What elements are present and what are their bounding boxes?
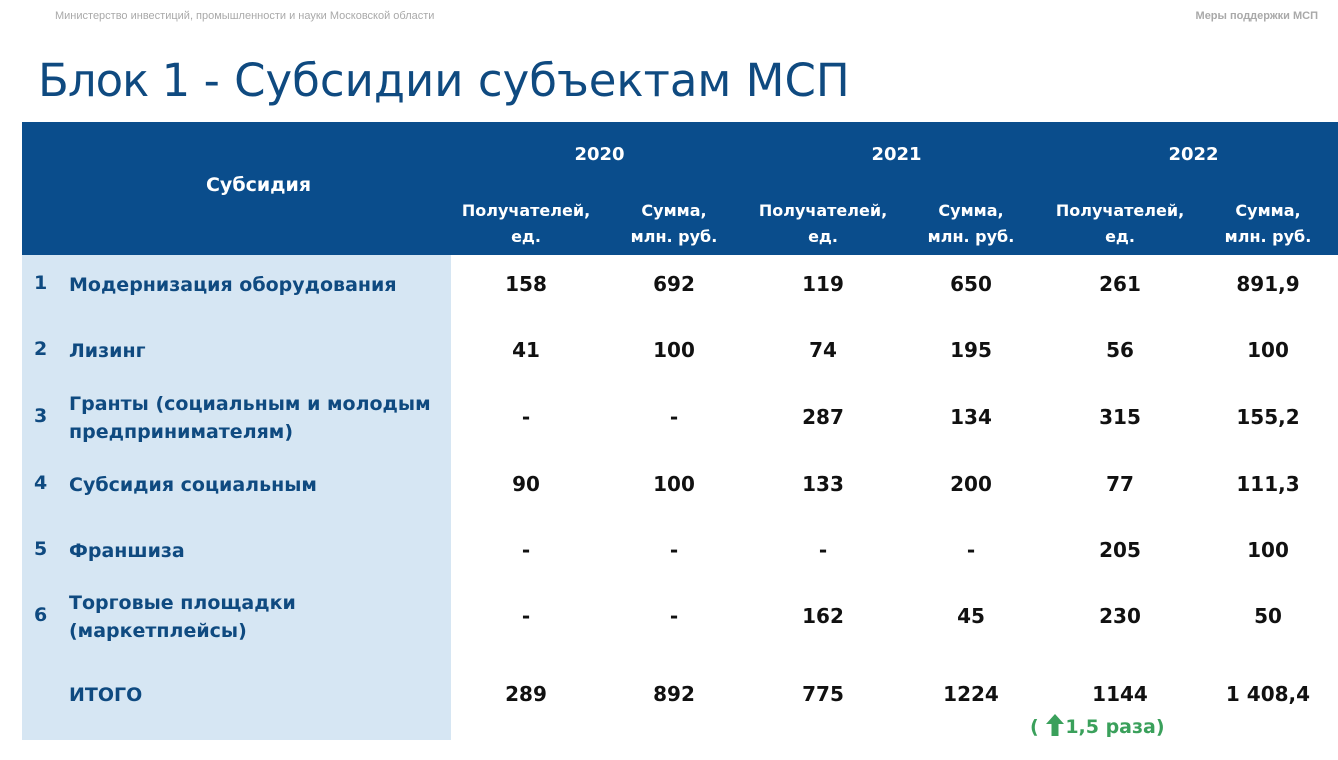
growth-note: ( 1,5 раза) (1030, 713, 1165, 738)
recipients-header-2021: Получателей, ед. (758, 201, 888, 246)
year-header-2021: 2021 (871, 144, 922, 165)
cell-sum-2020: 100 (653, 472, 695, 496)
total-sum-2021: 1224 (943, 682, 999, 706)
cell-recipients-2022: 56 (1106, 338, 1134, 362)
cell-sum-2022: 155,2 (1236, 405, 1300, 429)
cell-recipients-2020: 41 (512, 338, 540, 362)
cell-recipients-2020: - (521, 604, 531, 628)
subsidy-column-header: Субсидия (205, 174, 312, 196)
cell-sum-2020: 100 (653, 338, 695, 362)
total-recipients-2020: 289 (505, 682, 547, 706)
cell-recipients-2020: - (521, 405, 531, 429)
cell-sum-2022: 100 (1247, 538, 1289, 562)
section-label: Меры поддержки МСП (1195, 10, 1318, 22)
growth-text: 1,5 раза) (1065, 716, 1165, 738)
table-header: Субсидия 2020 2021 2022 Получателей, ед. … (22, 122, 1338, 255)
recipients-header-2022: Получателей, ед. (1055, 201, 1185, 246)
cell-recipients-2022: 261 (1099, 272, 1141, 296)
row-name: Гранты (социальным и молодым предпринима… (69, 393, 431, 443)
cell-recipients-2021: 119 (802, 272, 844, 296)
cell-sum-2020: 692 (653, 272, 695, 296)
total-recipients-2021: 775 (802, 682, 844, 706)
cell-recipients-2021: 162 (802, 604, 844, 628)
row-name: Лизинг (69, 340, 146, 362)
cell-recipients-2022: 230 (1099, 604, 1141, 628)
subsidy-names-column (22, 255, 451, 740)
subsidy-table: Субсидия 2020 2021 2022 Получателей, ед. … (22, 122, 1338, 740)
row-name: Субсидия социальным (69, 474, 317, 496)
cell-sum-2021: 45 (957, 604, 985, 628)
cell-sum-2021: 134 (950, 405, 992, 429)
sum-header-2021: Сумма, млн. руб. (927, 201, 1015, 246)
cell-recipients-2021: 133 (802, 472, 844, 496)
growth-open-paren: ( (1030, 716, 1039, 738)
row-number: 3 (34, 405, 48, 427)
row-number: 2 (34, 338, 48, 360)
cell-sum-2021: - (966, 538, 976, 562)
cell-recipients-2022: 205 (1099, 538, 1141, 562)
cell-recipients-2020: 158 (505, 272, 547, 296)
cell-sum-2020: - (669, 604, 679, 628)
sum-header-2022: Сумма, млн. руб. (1224, 201, 1312, 246)
total-sum-2022: 1 408,4 (1225, 682, 1311, 706)
year-header-2022: 2022 (1168, 144, 1219, 165)
row-name: Модернизация оборудования (69, 274, 397, 296)
cell-recipients-2022: 77 (1106, 472, 1134, 496)
recipients-header-2020: Получателей, ед. (461, 201, 591, 246)
page-title: Блок 1 - Субсидии субъектам МСП (38, 54, 850, 107)
sum-header-2020: Сумма, млн. руб. (630, 201, 718, 246)
total-sum-2020: 892 (653, 682, 695, 706)
cell-recipients-2021: 287 (802, 405, 844, 429)
cell-recipients-2020: 90 (512, 472, 540, 496)
cell-sum-2021: 200 (950, 472, 992, 496)
cell-recipients-2020: - (521, 538, 531, 562)
arrow-up-icon (1046, 714, 1065, 736)
cell-recipients-2022: 315 (1099, 405, 1141, 429)
row-number: 5 (34, 538, 48, 560)
cell-sum-2020: - (669, 538, 679, 562)
row-number: 6 (34, 604, 48, 626)
cell-recipients-2021: - (818, 538, 828, 562)
year-header-2020: 2020 (574, 144, 625, 165)
cell-sum-2022: 100 (1247, 338, 1289, 362)
row-number: 1 (34, 272, 48, 294)
page-title-rest: - Субсидии субъектам МСП (189, 54, 850, 107)
cell-sum-2022: 50 (1254, 604, 1282, 628)
total-label: ИТОГО (69, 684, 143, 706)
cell-sum-2022: 111,3 (1236, 472, 1300, 496)
cell-sum-2022: 891,9 (1236, 272, 1300, 296)
cell-sum-2021: 650 (950, 272, 992, 296)
cell-sum-2021: 195 (950, 338, 992, 362)
cell-recipients-2021: 74 (809, 338, 837, 362)
page-title-block: Блок 1 (38, 54, 190, 107)
cell-sum-2020: - (669, 405, 679, 429)
row-number: 4 (34, 472, 48, 494)
row-name: Торговые площадки (маркетплейсы) (69, 592, 296, 642)
ministry-label: Министерство инвестиций, промышленности … (55, 10, 435, 22)
total-recipients-2022: 1144 (1092, 682, 1148, 706)
row-name: Франшиза (69, 540, 185, 562)
